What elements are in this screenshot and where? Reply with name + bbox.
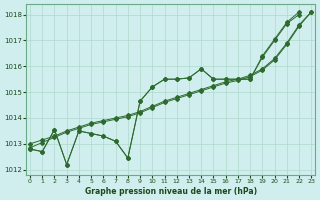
X-axis label: Graphe pression niveau de la mer (hPa): Graphe pression niveau de la mer (hPa) [84,187,257,196]
